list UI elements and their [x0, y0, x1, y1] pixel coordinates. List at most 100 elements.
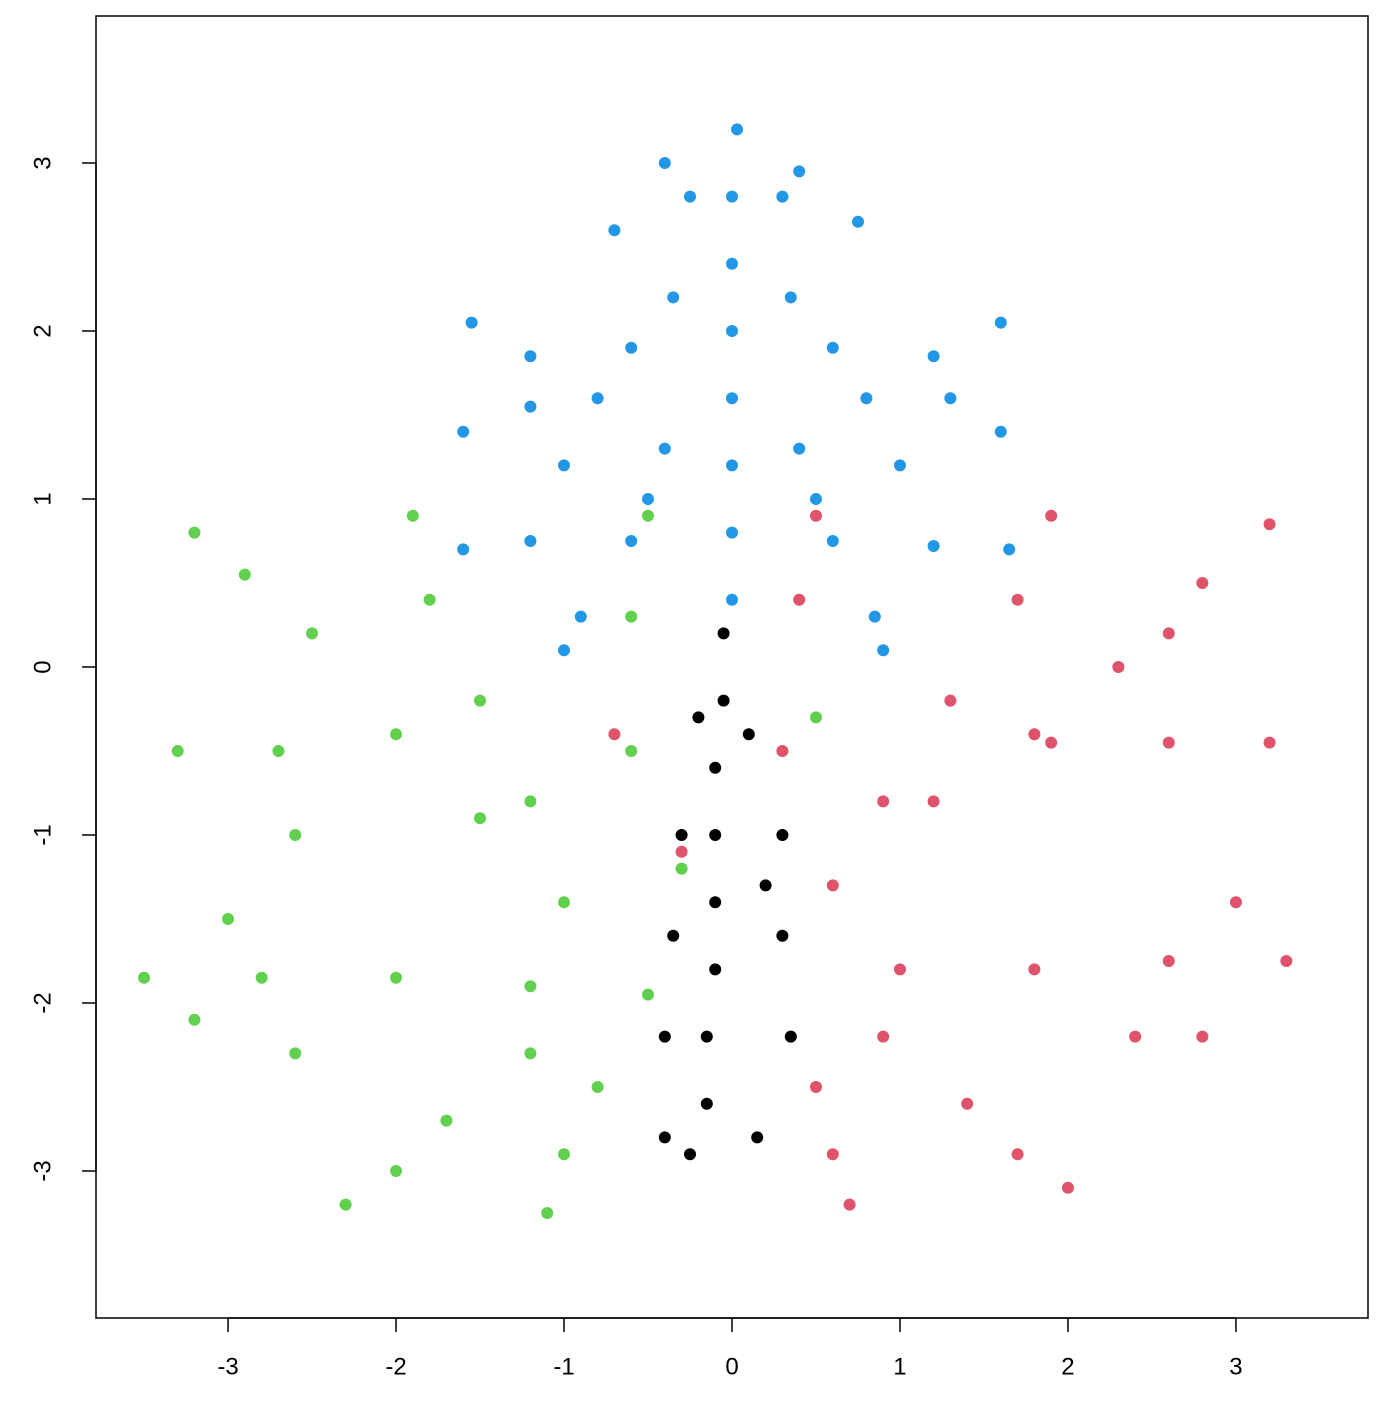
point — [1196, 577, 1209, 589]
point — [1045, 736, 1058, 749]
point — [675, 862, 688, 875]
point — [1028, 963, 1041, 976]
point — [784, 291, 797, 304]
point — [731, 123, 744, 136]
point — [642, 988, 655, 1001]
point — [1162, 955, 1175, 967]
point — [222, 913, 235, 925]
point — [625, 610, 638, 623]
point — [826, 879, 839, 892]
point — [524, 1047, 537, 1060]
point — [1263, 736, 1276, 749]
point — [188, 1013, 201, 1026]
point — [851, 215, 864, 228]
point — [726, 392, 738, 405]
point — [591, 392, 604, 405]
point — [877, 795, 890, 808]
point — [558, 896, 571, 909]
point — [776, 929, 789, 942]
y-tick-label: 2 — [29, 324, 56, 337]
point — [558, 644, 571, 657]
point — [524, 350, 537, 363]
point — [339, 1198, 352, 1211]
x-tick-label: 3 — [1229, 1353, 1242, 1380]
x-tick-label: 0 — [725, 1353, 738, 1380]
point — [675, 829, 688, 841]
point — [457, 543, 470, 556]
point — [692, 711, 705, 724]
point — [524, 535, 537, 547]
point — [390, 728, 403, 741]
point — [1011, 593, 1024, 606]
point — [1263, 518, 1276, 531]
point — [406, 509, 419, 522]
point — [1280, 955, 1293, 967]
y-tick-label: 1 — [29, 492, 56, 505]
point — [658, 1131, 671, 1144]
point — [188, 526, 201, 539]
point — [390, 1165, 403, 1177]
y-tick-label: 0 — [29, 660, 56, 673]
point — [994, 316, 1007, 329]
point — [1011, 1148, 1024, 1161]
point — [726, 459, 738, 472]
point — [608, 728, 621, 741]
point — [860, 392, 873, 405]
point — [306, 627, 319, 640]
point — [1045, 509, 1058, 522]
point — [717, 627, 730, 640]
x-tick-label: 1 — [893, 1353, 906, 1380]
point — [524, 980, 537, 993]
point — [776, 745, 789, 757]
point — [944, 392, 957, 405]
plot-box — [95, 15, 1369, 1319]
point — [742, 728, 755, 741]
point — [524, 795, 537, 808]
point — [591, 1081, 604, 1093]
point — [927, 350, 940, 363]
point — [1003, 543, 1016, 556]
point — [826, 1148, 839, 1161]
point — [642, 509, 655, 522]
point — [658, 442, 671, 455]
y-tick-label: -2 — [29, 992, 56, 1013]
point — [793, 165, 806, 178]
point — [709, 761, 722, 774]
point — [272, 745, 285, 757]
point — [1028, 728, 1041, 741]
point — [717, 694, 730, 707]
point — [809, 509, 822, 522]
point — [684, 190, 697, 203]
point — [961, 1097, 974, 1110]
point — [667, 929, 680, 942]
point — [843, 1198, 856, 1211]
point — [826, 341, 839, 354]
point — [658, 157, 671, 169]
point — [558, 1148, 571, 1161]
point — [759, 879, 772, 892]
point — [751, 1131, 764, 1144]
point — [524, 400, 537, 413]
point — [1129, 1030, 1142, 1043]
point — [1196, 1030, 1209, 1043]
point — [927, 795, 940, 808]
point — [944, 694, 957, 707]
point — [726, 526, 738, 539]
point — [726, 190, 738, 203]
point — [1229, 896, 1242, 909]
point — [255, 971, 268, 984]
point — [642, 493, 655, 505]
point — [726, 593, 738, 606]
point — [868, 610, 881, 623]
point — [700, 1030, 713, 1043]
point — [608, 224, 621, 237]
point — [238, 568, 251, 581]
point — [1061, 1181, 1074, 1194]
x-tick-label: -2 — [385, 1353, 406, 1380]
point — [726, 257, 738, 270]
point — [927, 540, 940, 553]
point — [877, 1030, 890, 1043]
point — [1162, 736, 1175, 749]
